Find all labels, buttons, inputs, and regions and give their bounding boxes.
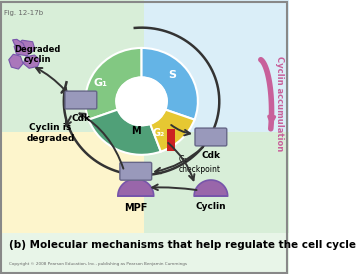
Text: Degraded
cyclin: Degraded cyclin (15, 45, 61, 64)
Text: Cyclin is
degraded: Cyclin is degraded (26, 123, 75, 142)
Polygon shape (9, 54, 23, 69)
Wedge shape (150, 110, 195, 152)
Text: S: S (168, 70, 176, 80)
Text: Cyclin: Cyclin (196, 202, 226, 211)
Wedge shape (85, 48, 142, 120)
Text: Cdk: Cdk (72, 114, 90, 123)
Polygon shape (194, 180, 228, 196)
FancyBboxPatch shape (120, 162, 152, 180)
Wedge shape (89, 110, 161, 155)
FancyBboxPatch shape (195, 128, 227, 146)
Polygon shape (15, 40, 34, 56)
FancyBboxPatch shape (65, 91, 97, 109)
Text: (b) Molecular mechanisms that help regulate the cell cycle: (b) Molecular mechanisms that help regul… (9, 240, 356, 250)
Circle shape (116, 77, 167, 125)
Polygon shape (118, 179, 154, 196)
Text: Fig. 12-17b: Fig. 12-17b (4, 10, 44, 16)
Bar (167, 129, 175, 151)
Text: G₂
checkpoint: G₂ checkpoint (178, 155, 220, 174)
Text: G₂: G₂ (152, 129, 164, 138)
Bar (144, 132, 289, 233)
Wedge shape (142, 48, 198, 120)
Text: M: M (131, 126, 141, 136)
Text: Cdk: Cdk (201, 151, 220, 160)
Text: G₁: G₁ (94, 78, 108, 88)
Text: Cyclin accumulation: Cyclin accumulation (275, 56, 284, 152)
Polygon shape (12, 39, 25, 48)
Bar (0, 0, 144, 233)
Bar (144, 0, 289, 233)
Bar (0, 233, 289, 274)
Bar (0, 132, 144, 233)
Text: MPF: MPF (124, 203, 147, 213)
Polygon shape (24, 55, 40, 68)
Text: Copyright © 2008 Pearson Education, Inc., publishing as Pearson Benjamin Cumming: Copyright © 2008 Pearson Education, Inc.… (9, 262, 187, 266)
